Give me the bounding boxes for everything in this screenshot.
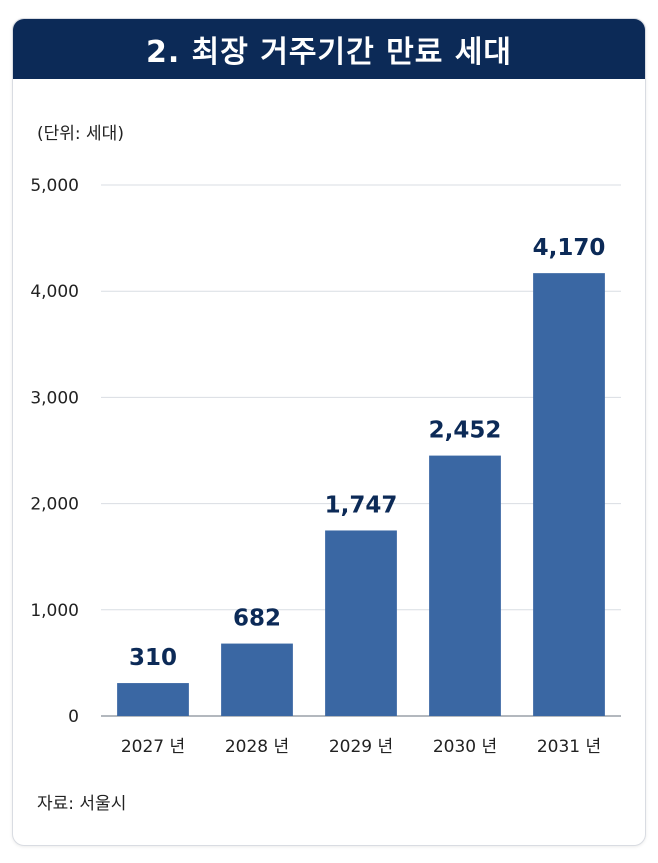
data-label: 2,452 [429, 418, 502, 444]
data-label: 1,747 [325, 492, 398, 518]
y-tick-label: 4,000 [30, 282, 79, 302]
bar [533, 273, 605, 716]
y-tick-label: 3,000 [30, 388, 79, 408]
x-tick-label: 2029 년 [329, 737, 393, 757]
y-tick-label: 5,000 [30, 176, 79, 196]
bar [221, 643, 293, 716]
data-label: 4,170 [533, 235, 606, 261]
unit-label: (단위: 세대) [37, 124, 124, 144]
bar [325, 530, 397, 716]
chart-title: 2. 최장 거주기간 만료 세대 [13, 19, 645, 79]
y-tick-label: 1,000 [30, 601, 79, 621]
data-label: 310 [129, 645, 177, 671]
x-tick-label: 2027 년 [121, 737, 185, 757]
x-tick-label: 2028 년 [225, 737, 289, 757]
x-tick-label: 2030 년 [433, 737, 497, 757]
bar [429, 455, 501, 716]
chart-card: 2. 최장 거주기간 만료 세대 (단위: 세대) 0 1,000 2,000 3,0… [12, 18, 646, 846]
source-label: 자료: 서울시 [37, 794, 127, 814]
x-tick-label: 2031 년 [537, 737, 601, 757]
bar [117, 683, 189, 716]
y-tick-label: 2,000 [30, 495, 79, 515]
y-tick-label: 0 [68, 707, 79, 727]
data-label: 682 [233, 606, 281, 632]
bar-chart: 0 1,000 2,000 3,000 4,000 5,000 310 2027 년 682 20… [30, 176, 621, 757]
